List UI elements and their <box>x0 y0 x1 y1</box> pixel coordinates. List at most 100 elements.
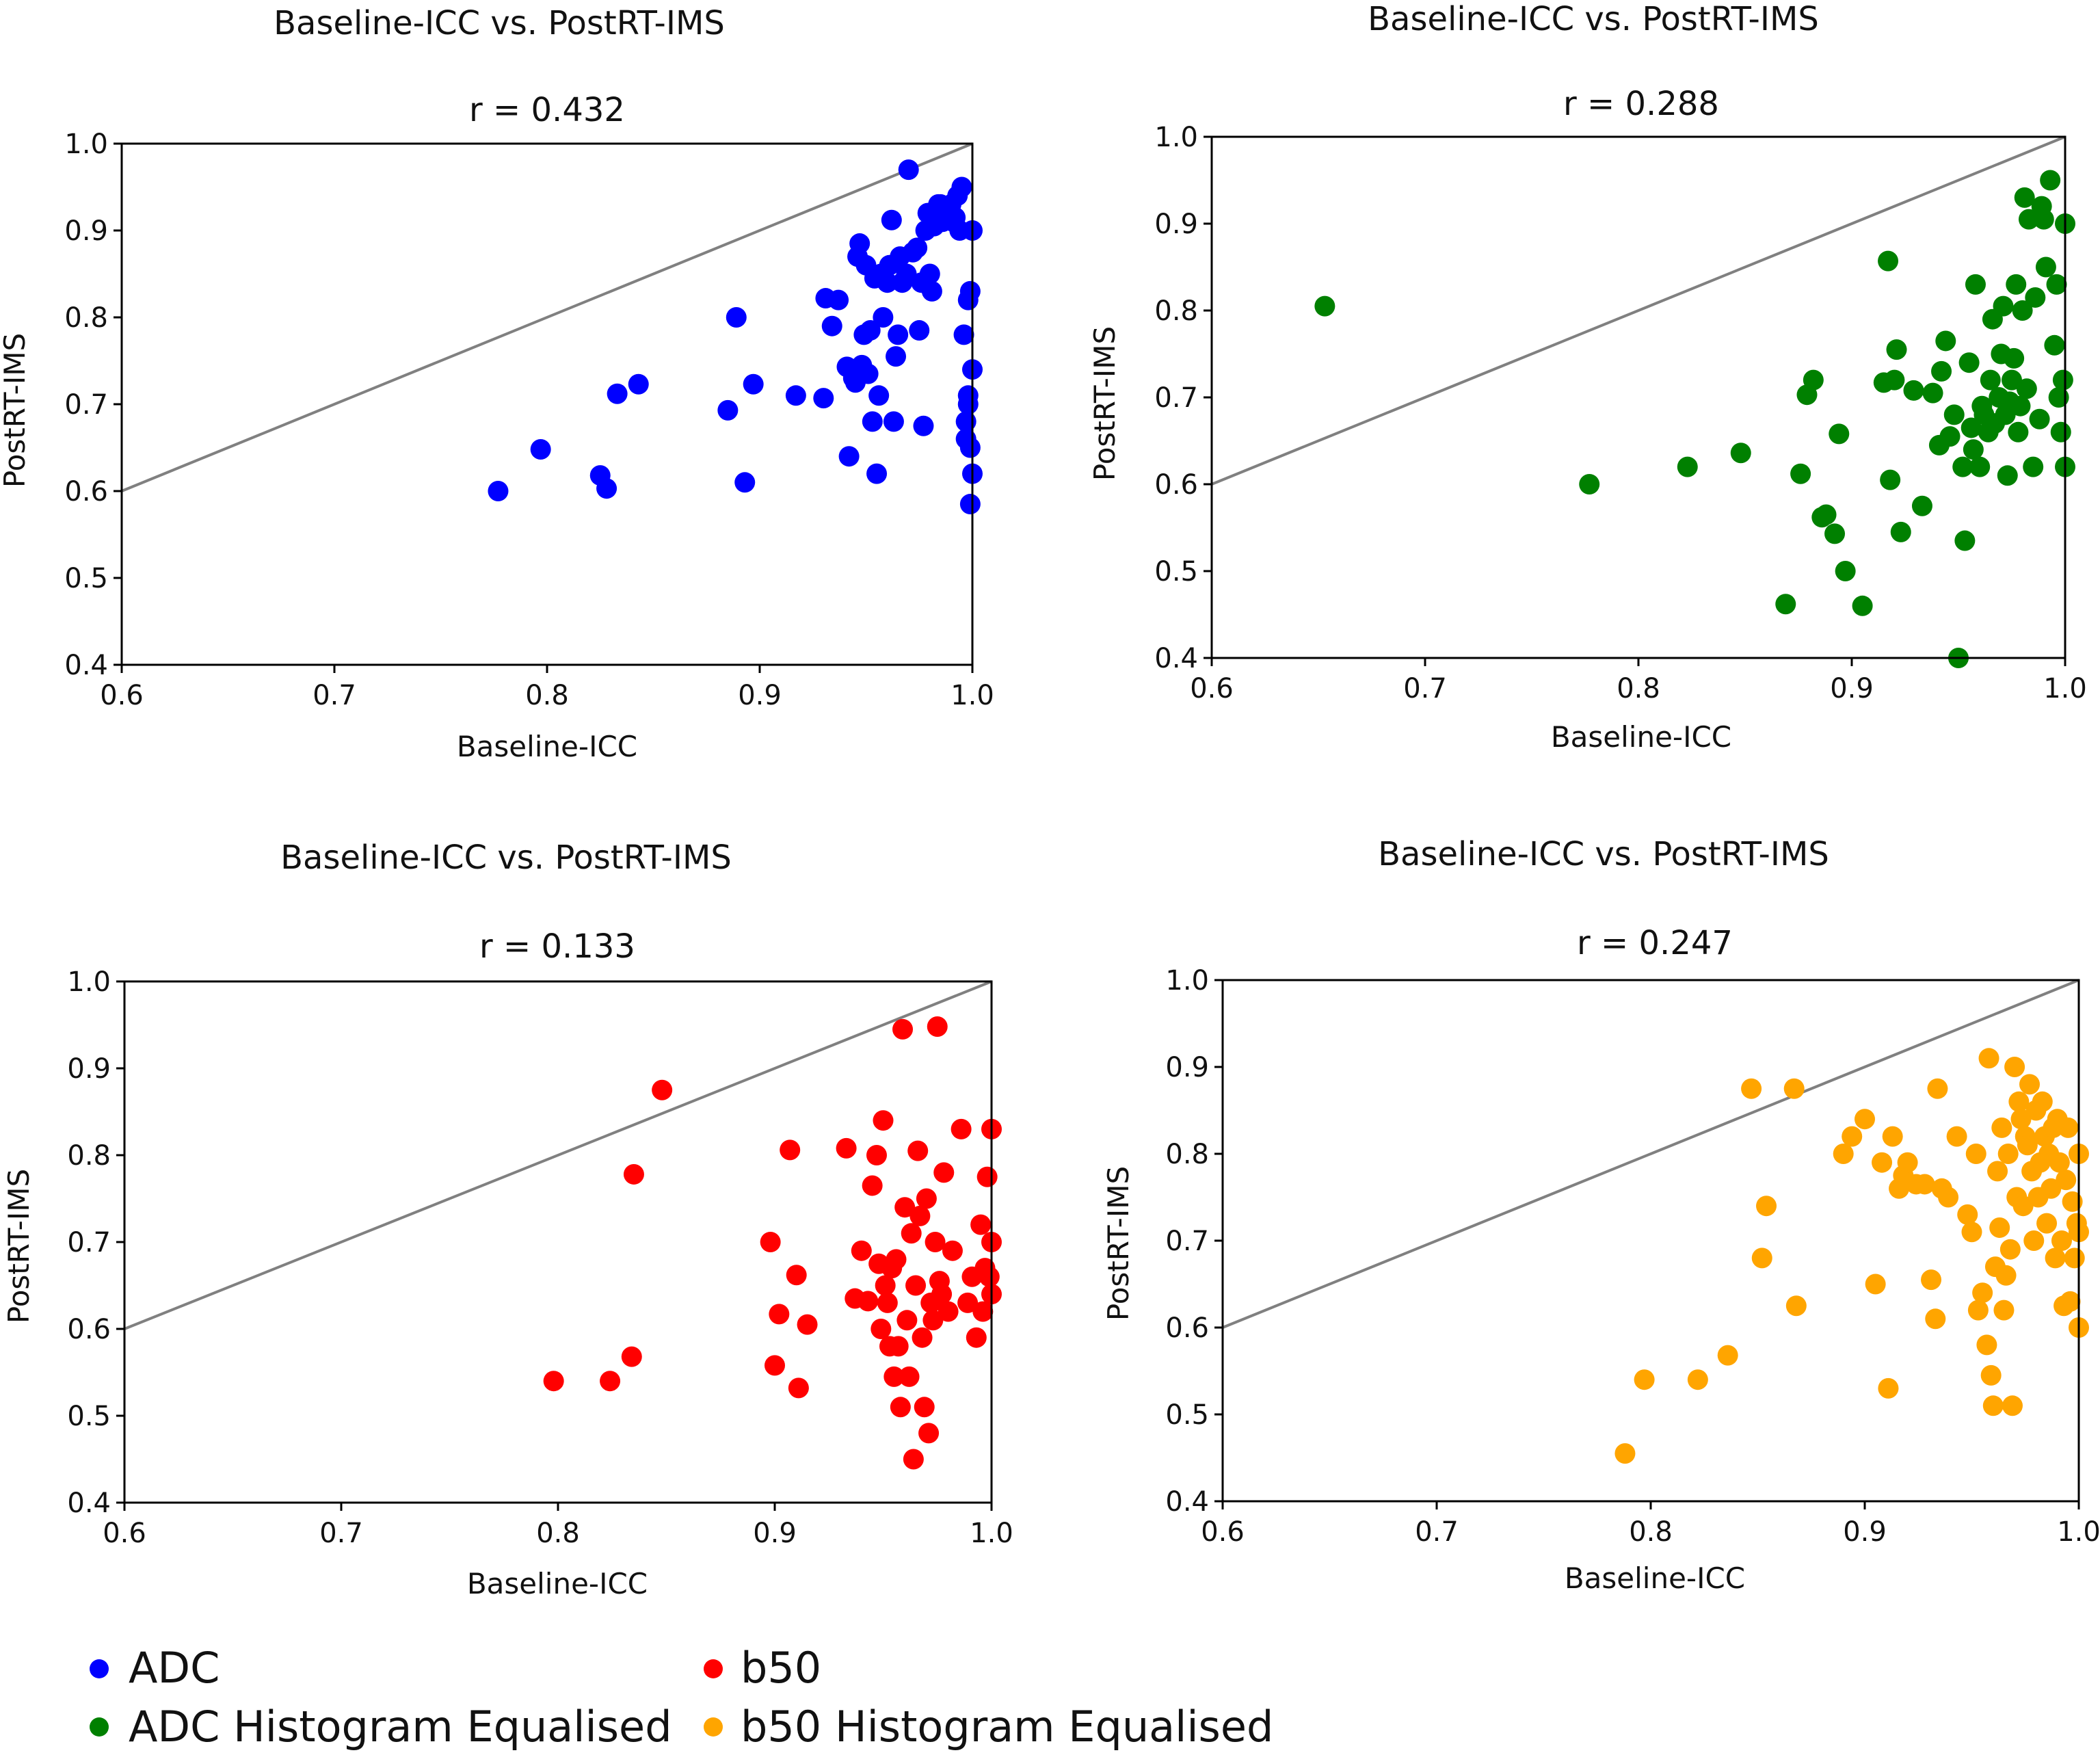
data-point <box>894 1197 916 1218</box>
data-point <box>877 1292 898 1313</box>
data-points <box>488 159 983 515</box>
data-point <box>1886 339 1907 360</box>
x-tick-label: 0.6 <box>1201 1516 1245 1548</box>
data-point <box>1911 495 1932 516</box>
data-point <box>858 363 879 384</box>
data-point <box>2051 1230 2072 1251</box>
data-point <box>2014 187 2035 208</box>
data-point <box>1882 1126 1903 1147</box>
data-point <box>600 1371 621 1392</box>
data-point <box>1927 1078 1948 1099</box>
data-point <box>1884 369 1905 391</box>
legend: ADC b50 ADC Histogram Equalised b50 Hist… <box>90 1643 1273 1752</box>
data-point <box>877 272 898 293</box>
data-point <box>1634 1369 1655 1390</box>
legend-label-b50: b50 <box>741 1643 821 1693</box>
data-point <box>888 1336 909 1357</box>
data-point <box>1938 1187 1959 1208</box>
data-point <box>734 472 756 493</box>
data-point <box>957 1292 979 1313</box>
x-tick-label: 0.7 <box>319 1518 363 1549</box>
legend-label-b50-hist-eq: b50 Histogram Equalised <box>741 1702 1273 1752</box>
data-point <box>970 1214 992 1235</box>
data-point <box>2004 347 2025 369</box>
y-tick-label: 0.5 <box>1154 556 1198 588</box>
data-point <box>828 289 849 311</box>
data-point <box>899 1366 920 1387</box>
chart-title: Baseline-ICC vs. PostRT-IMS <box>274 4 725 42</box>
data-point <box>621 1346 642 1367</box>
data-point <box>1878 1377 1899 1399</box>
data-point <box>530 439 551 460</box>
data-point <box>914 1397 935 1418</box>
data-point <box>1855 1109 1875 1130</box>
data-point <box>1972 1282 1993 1304</box>
x-tick-label: 0.9 <box>1830 673 1874 704</box>
data-point <box>951 176 972 198</box>
data-point <box>1961 417 1982 438</box>
data-point <box>2010 395 2031 417</box>
x-tick-label: 0.7 <box>1403 673 1447 704</box>
correlation-label: r = 0.247 <box>1577 924 1733 962</box>
x-tick-label: 1.0 <box>951 680 994 711</box>
data-point <box>1803 369 1824 391</box>
data-point <box>860 320 881 341</box>
data-point <box>1865 1274 1886 1295</box>
data-point <box>873 307 894 328</box>
legend-marker-b50 <box>704 1659 723 1678</box>
data-point <box>966 1327 987 1348</box>
data-point <box>1997 1144 2019 1164</box>
identity-line <box>1211 135 2066 486</box>
data-point <box>890 1397 911 1418</box>
data-point <box>1943 404 1965 425</box>
y-tick-label: 0.9 <box>1165 1052 1209 1083</box>
data-point <box>780 1139 801 1161</box>
x-tick-label: 0.6 <box>100 680 144 711</box>
data-point <box>1878 250 1899 272</box>
data-point <box>909 1205 931 1226</box>
data-point <box>2012 300 2033 321</box>
data-point <box>875 1275 896 1296</box>
data-point <box>652 1079 673 1100</box>
data-point <box>1980 1364 2002 1386</box>
data-point <box>1952 456 1973 477</box>
data-point <box>1687 1369 1708 1390</box>
data-point <box>905 1275 927 1296</box>
data-point <box>1995 1265 2017 1286</box>
data-point <box>1897 1152 1918 1173</box>
y-tick-label: 0.5 <box>67 1401 111 1432</box>
data-point <box>1852 595 1873 616</box>
data-point <box>1717 1345 1738 1366</box>
correlation-label: r = 0.432 <box>469 91 625 129</box>
x-tick-label: 1.0 <box>2057 1516 2100 1548</box>
x-tick-label: 0.9 <box>753 1518 797 1549</box>
y-tick-label: 0.7 <box>1165 1226 1209 1257</box>
chart-title: Baseline-ICC vs. PostRT-IMS <box>1368 0 1819 38</box>
data-point <box>1829 423 1850 445</box>
data-point <box>743 373 764 395</box>
data-point <box>2041 1178 2062 1199</box>
data-point <box>1978 1048 1999 1069</box>
x-tick-label: 0.8 <box>525 680 569 711</box>
chart-title: Baseline-ICC vs. PostRT-IMS <box>280 839 732 877</box>
y-tick-label: 0.8 <box>64 302 108 334</box>
data-point <box>912 1327 933 1348</box>
x-axis-label: Baseline-ICC <box>457 730 637 763</box>
data-point <box>2018 209 2039 230</box>
data-point <box>921 280 942 302</box>
y-tick-label: 0.6 <box>1154 469 1198 501</box>
y-tick-label: 1.0 <box>1154 122 1198 153</box>
data-point <box>786 1265 807 1286</box>
data-point <box>2046 274 2067 295</box>
data-point <box>1931 360 1952 382</box>
data-point <box>2036 1213 2058 1234</box>
data-point <box>788 1377 809 1399</box>
data-point <box>1579 474 1600 494</box>
data-point <box>2035 256 2056 278</box>
data-point <box>913 415 934 436</box>
data-point <box>938 1301 959 1322</box>
panel-b50: Baseline-ICC vs. PostRT-IMS r = 0.133 Ba… <box>2 839 1013 1600</box>
y-tick-label: 0.8 <box>1165 1139 1209 1170</box>
x-axis-label: Baseline-ICC <box>467 1567 648 1600</box>
data-point <box>1756 1196 1777 1217</box>
